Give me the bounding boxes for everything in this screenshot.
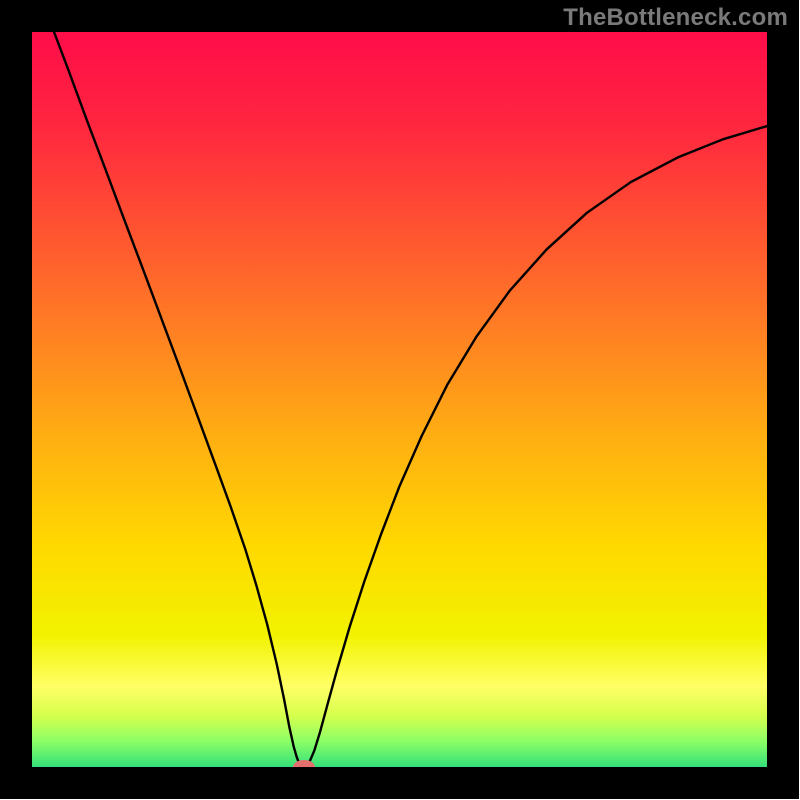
watermark-text: TheBottleneck.com (563, 4, 788, 32)
bottleneck-chart (0, 0, 800, 800)
gradient-background (32, 32, 767, 767)
chart-stage: TheBottleneck.com (0, 0, 800, 800)
